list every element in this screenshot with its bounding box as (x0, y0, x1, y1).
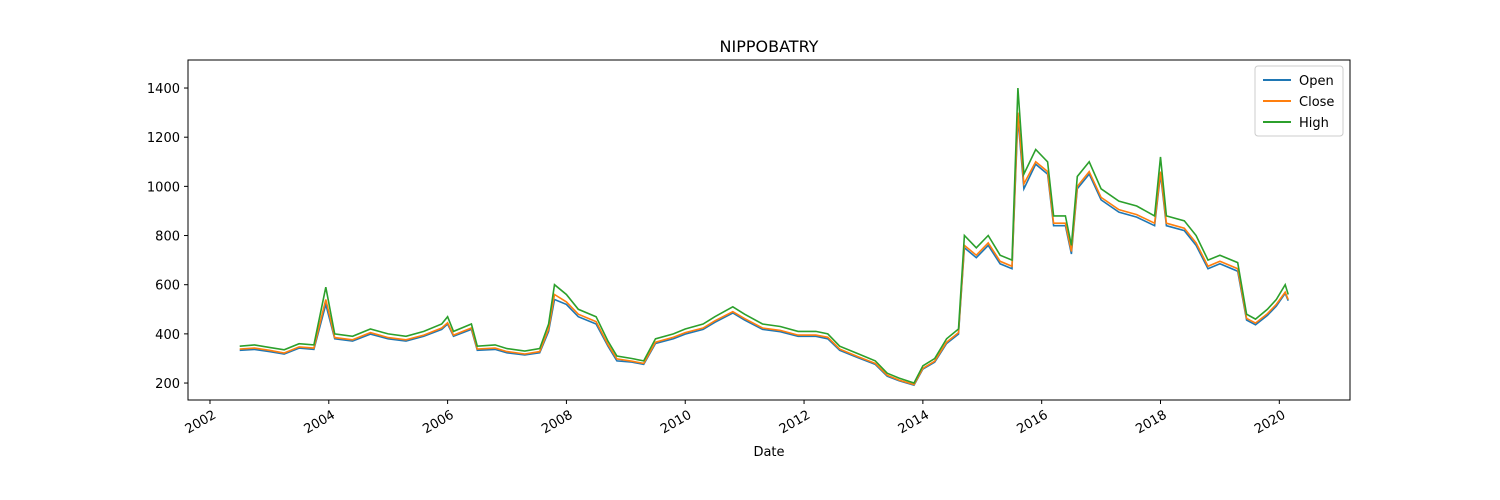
legend-label: Close (1299, 95, 1334, 110)
x-tick-label: 2014 (896, 408, 932, 438)
x-tick-label: 2002 (183, 408, 219, 438)
x-axis-label: Date (753, 445, 784, 460)
line-series (239, 117, 1289, 387)
x-tick-label: 2016 (1015, 408, 1051, 438)
y-tick-label: 1400 (147, 82, 180, 97)
line-series (239, 112, 1289, 386)
y-tick-label: 1000 (147, 180, 180, 195)
y-tick-label: 800 (155, 230, 180, 245)
x-tick-label: 2020 (1252, 408, 1288, 438)
legend-label: High (1299, 116, 1329, 131)
plot-frame (187, 59, 1351, 401)
x-tick-label: 2012 (777, 408, 813, 438)
legend-label: Open (1299, 74, 1334, 89)
x-tick-label: 2006 (420, 408, 456, 438)
x-tick-label: 2004 (302, 408, 338, 438)
legend-box (1254, 65, 1344, 137)
x-tick-label: 2010 (658, 408, 694, 438)
y-tick-label: 200 (155, 377, 180, 392)
x-tick-label: 2008 (539, 408, 575, 438)
x-tick-label: 2018 (1133, 408, 1169, 438)
chart-title: NIPPOBATRY (720, 37, 819, 56)
y-tick-label: 1200 (147, 131, 180, 146)
y-tick-label: 400 (155, 328, 180, 343)
line-series (239, 87, 1289, 384)
y-tick-label: 600 (155, 279, 180, 294)
